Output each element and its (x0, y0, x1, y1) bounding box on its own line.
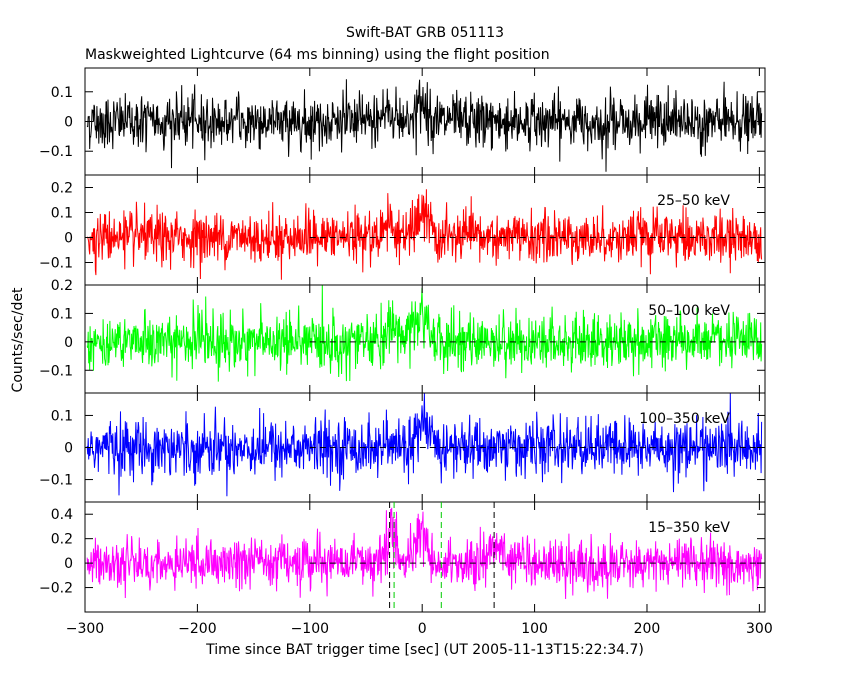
y-tick-label-1-1: 0.1 (51, 85, 73, 101)
panel-5: 15–350 keV 0.4 0.2 0 −0.2 (39, 501, 766, 613)
lightcurve-series-2 (86, 189, 763, 280)
y-tick-label-5-4: −0.2 (39, 581, 73, 597)
lightcurve-series-3 (86, 284, 763, 382)
y-tick-label-5-2: 0.2 (51, 532, 73, 548)
band-label-4: 100–350 keV (639, 411, 730, 427)
lightcurve-series-5 (86, 507, 763, 600)
panel-2: 25–50 keV 0.2 0.1 0 −0.1 (39, 174, 766, 286)
y-tick-label-4-2: 0 (64, 441, 73, 457)
x-tick-label-1: −300 (66, 621, 104, 637)
x-axis-label: Time since BAT trigger time [sec] (UT 20… (205, 642, 644, 658)
y-tick-label-3-3: 0 (64, 335, 73, 351)
y-tick-label-2-2: 0.1 (51, 206, 73, 222)
chart-title: Swift-BAT GRB 051113 (346, 25, 504, 41)
y-tick-label-4-1: 0.1 (51, 408, 73, 424)
y-tick-label-1-2: 0 (64, 115, 73, 131)
x-tick-label-3: −100 (291, 621, 329, 637)
lightcurve-series-1 (86, 79, 763, 172)
panel-frame-5 (84, 501, 766, 613)
y-tick-label-2-1: 0.2 (51, 181, 73, 197)
y-tick-label-5-1: 0.4 (51, 507, 73, 523)
x-tick-label-6: 200 (634, 621, 661, 637)
panel-4: 100–350 keV 0.1 0 −0.1 (39, 392, 766, 503)
band-label-2: 25–50 keV (657, 193, 730, 209)
panel-3: 50–100 keV 0.2 0.1 0 −0.1 (39, 278, 766, 394)
y-tick-label-2-3: 0 (64, 231, 73, 247)
y-axis-label: Counts/sec/det (10, 287, 26, 392)
y-tick-label-5-3: 0 (64, 556, 73, 572)
x-tick-label-5: 100 (521, 621, 548, 637)
y-tick-label-3-1: 0.2 (51, 278, 73, 294)
y-tick-label-3-2: 0.1 (51, 306, 73, 322)
y-tick-label-4-3: −0.1 (39, 473, 73, 489)
lightcurve-series-4 (86, 392, 763, 497)
x-tick-label-2: −200 (178, 621, 216, 637)
panel-group: 0.1 0 −0.1 25–50 keV 0.2 0.1 0 −0.1 50–100 keV 0.… (39, 67, 773, 637)
y-tick-label-3-4: −0.1 (39, 363, 73, 379)
y-tick-label-1-3: −0.1 (39, 144, 73, 160)
x-tick-label-4: 0 (418, 621, 427, 637)
y-tick-label-2-4: −0.1 (39, 256, 73, 272)
band-label-3: 50–100 keV (648, 303, 730, 319)
band-label-5: 15–350 keV (648, 520, 730, 536)
panel-1: 0.1 0 −0.1 (39, 67, 766, 176)
x-tick-label-7: 300 (746, 621, 773, 637)
chart-subtitle: Maskweighted Lightcurve (64 ms binning) … (85, 47, 550, 63)
